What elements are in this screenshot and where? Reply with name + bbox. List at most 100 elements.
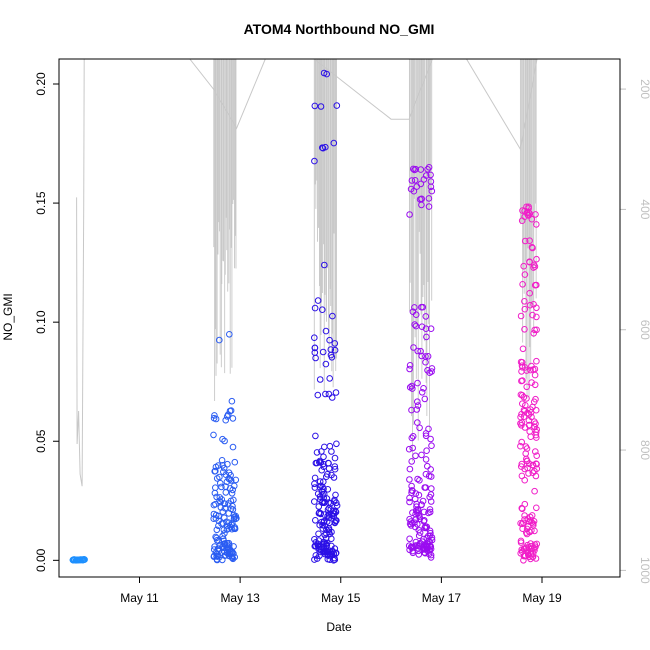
series-points [210,331,240,564]
data-point [408,458,416,465]
data-point [529,311,536,319]
data-point [217,498,224,506]
data-point [533,255,540,263]
data-point [229,415,237,422]
data-point [319,499,326,507]
data-point [519,377,526,384]
data-point [333,440,340,448]
data-point [532,472,540,480]
data-point [427,466,435,473]
data-point [419,303,427,311]
data-point [421,395,429,403]
data-point [406,546,413,554]
data-point [415,551,423,558]
data-point [323,530,330,538]
right-tick-label: 1000 [638,557,650,584]
data-point [324,506,332,514]
data-point [412,452,419,460]
data-point [416,543,423,550]
data-point [227,548,234,556]
data-point [428,442,435,450]
data-point [416,424,423,432]
data-point [331,454,339,462]
data-point [220,464,228,472]
data-point [427,498,435,505]
y-tick-label: 0.10 [34,310,48,334]
data-point [312,432,319,440]
data-point [531,365,539,373]
data-point [415,512,423,519]
data-point [425,203,433,210]
data-point [526,258,533,266]
data-point [312,542,320,550]
data-point [331,465,339,473]
data-point [418,389,426,396]
data-point [322,143,329,151]
data-point [525,212,533,219]
data-point [330,139,338,147]
data-point [219,532,226,540]
data-point [408,177,416,184]
data-point [526,301,534,309]
data-point [420,176,428,183]
data-point [326,552,334,560]
data-point [330,498,338,505]
data-point [406,384,414,391]
data-point [414,402,422,409]
data-point [417,180,425,188]
right-tick-label: 600 [638,320,650,340]
data-point [422,456,430,463]
data-points [69,69,541,564]
data-point [531,541,539,548]
data-point [80,556,88,563]
data-point [412,538,420,546]
data-point [229,443,237,451]
data-point [520,519,527,527]
data-point [521,465,529,473]
data-point [428,485,435,492]
data-point [213,556,221,564]
data-point [314,297,322,304]
data-point [529,461,537,469]
data-point [225,510,232,517]
data-point [231,458,239,466]
data-point [517,391,525,399]
data-point [211,412,218,419]
data-point [428,365,436,372]
data-point [518,546,526,554]
data-point [226,331,233,338]
data-point [311,484,319,491]
data-point [517,312,525,320]
data-point [408,489,415,497]
data-point [523,395,530,402]
x-tick-label: May 17 [422,591,462,605]
data-point [322,360,330,368]
data-point [531,326,539,334]
y-tick-label: 0.20 [34,72,48,96]
data-point [409,433,417,440]
data-point [523,530,531,538]
data-point [526,237,533,244]
data-point [413,500,420,508]
data-point [416,515,424,523]
data-point [420,385,427,392]
right-tick-label: 800 [638,440,650,460]
data-point [226,407,234,415]
data-point [321,261,328,269]
data-point [332,550,340,557]
data-point [213,493,220,501]
x-axis-label: Date [326,620,352,634]
data-point [425,164,433,171]
data-point [411,304,418,311]
data-point [418,451,425,459]
data-point [518,472,526,480]
data-point [320,69,328,77]
data-point [210,515,217,523]
data-point [329,312,336,320]
data-point [325,460,332,467]
data-point [422,358,429,366]
data-point [408,382,416,390]
data-point [533,357,540,365]
data-point [523,367,530,374]
x-tick-label: May 11 [120,591,159,605]
